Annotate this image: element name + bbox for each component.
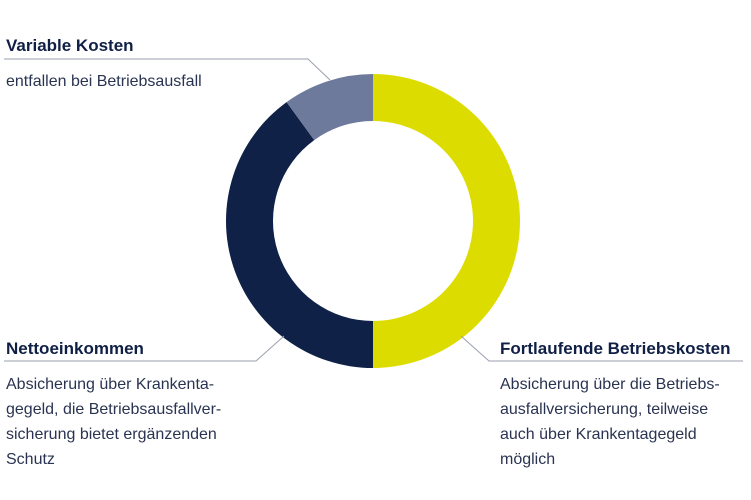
annotation-line: auch über Krankentagegeld [500,426,697,443]
annotation-text: Absicherung über die Betriebs- ausfallve… [500,372,731,472]
leader-line-fortlaufende-betriebskosten [460,335,743,362]
annotation-title: Nettoeinkommen [6,339,144,358]
annotation-title: Variable Kosten [6,36,134,55]
annotation-text: entfallen bei Betriebsausfall [6,69,202,94]
annotation-nettoeinkommen: Nettoeinkommen Absicherung über Krankent… [6,338,221,472]
annotation-line: entfallen bei Betriebsausfall [6,73,202,90]
donut-slices [226,74,520,369]
leader-line-variable-kosten [4,58,331,81]
annotation-text: Absicherung über Krankenta- gegeld, die … [6,372,221,472]
annotation-line: Schutz [6,451,55,468]
donut-slice-fortlaufende-betriebskosten [373,74,520,368]
annotation-line: Absicherung über Krankenta- [6,376,215,393]
donut-slice-variable-kosten [286,74,373,141]
annotation-line: sicherung bietet ergänzenden [6,426,217,443]
annotation-line: Absicherung über die Betriebs- [500,376,720,393]
annotation-line: gegeld, die Betriebsausfallver- [6,401,222,418]
annotation-title: Fortlaufende Betriebskosten [500,339,731,358]
leader-line-nettoeinkommen [4,335,285,362]
donut-slice-nettoeinkommen [226,102,373,369]
annotation-variable-kosten: Variable Kosten entfallen bei Betriebsau… [6,35,202,94]
annotation-line: ausfallversicherung, teilweise [500,401,709,418]
annotation-line: möglich [500,451,556,468]
annotation-fortlaufende-betriebskosten: Fortlaufende Betriebskosten Absicherung … [500,338,731,472]
leader-lines [4,58,743,362]
